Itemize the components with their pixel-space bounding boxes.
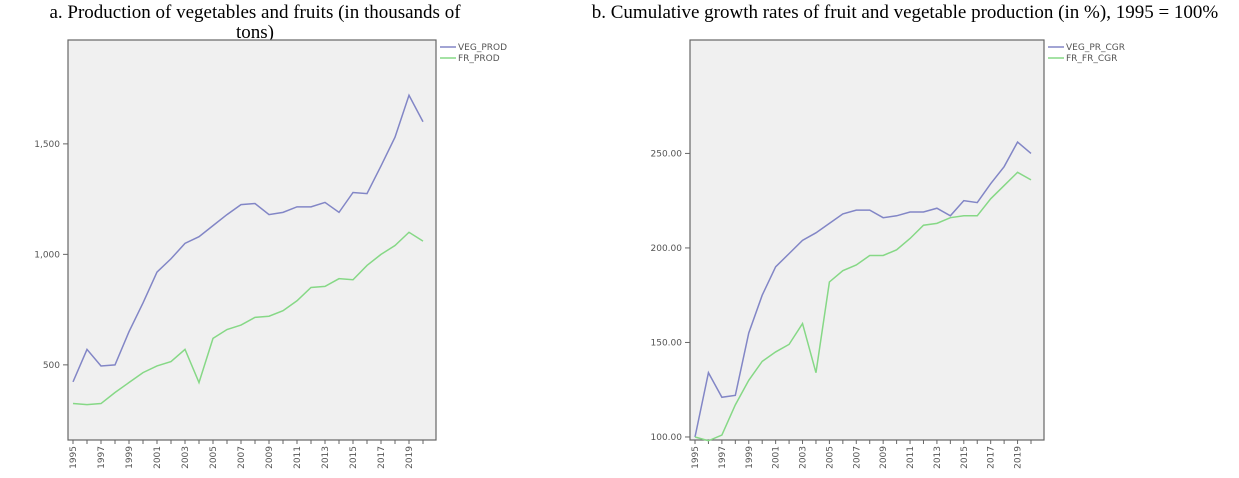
legend-label: VEG_PR_CGR xyxy=(1066,43,1125,53)
x-tick-label: 2009 xyxy=(879,446,889,469)
y-tick-label: 150.00 xyxy=(651,338,683,348)
x-tick-label: 2013 xyxy=(321,446,331,469)
legend-label: FR_PROD xyxy=(458,54,500,64)
x-tick-label: 1997 xyxy=(97,446,107,469)
x-tick-label: 2005 xyxy=(825,446,835,469)
x-tick-label: 2003 xyxy=(181,446,191,469)
chart-title: a. Production of vegetables and fruits (… xyxy=(49,2,461,43)
x-tick-label: 2007 xyxy=(237,446,247,469)
chart-title: b. Cumulative growth rates of fruit and … xyxy=(592,2,1219,23)
x-tick-label: 1999 xyxy=(125,446,135,469)
x-tick-label: 2011 xyxy=(293,446,303,469)
x-tick-label: 2007 xyxy=(852,446,862,469)
x-tick-label: 2017 xyxy=(987,446,997,469)
series-line xyxy=(72,231,424,406)
x-tick-label: 2001 xyxy=(772,446,782,469)
x-tick-label: 1997 xyxy=(718,446,728,469)
series-line xyxy=(694,171,1032,442)
y-tick-label: 250.00 xyxy=(651,149,683,159)
x-tick-label: 2015 xyxy=(349,446,359,469)
y-tick-label: 1,500 xyxy=(34,140,60,150)
x-tick-label: 2019 xyxy=(405,446,415,469)
y-tick-label: 100.00 xyxy=(651,433,683,443)
x-tick-label: 2013 xyxy=(933,446,943,469)
x-tick-label: 2017 xyxy=(377,446,387,469)
y-tick-label: 500 xyxy=(43,361,60,371)
plot-area xyxy=(689,39,1045,441)
x-tick-label: 2003 xyxy=(799,446,809,469)
legend-label: FR_FR_CGR xyxy=(1066,54,1117,64)
y-tick-label: 1,000 xyxy=(34,250,60,260)
x-tick-label: 2001 xyxy=(153,446,163,469)
x-tick-label: 1995 xyxy=(691,446,701,469)
series-line xyxy=(694,140,1032,438)
x-tick-label: 1995 xyxy=(69,446,79,469)
x-tick-label: 2005 xyxy=(209,446,219,469)
x-tick-label: 2019 xyxy=(1014,446,1024,469)
x-tick-label: 2015 xyxy=(960,446,970,469)
series-line xyxy=(72,93,424,383)
plot-area xyxy=(67,39,437,441)
x-tick-label: 2009 xyxy=(265,446,275,469)
x-tick-label: 1999 xyxy=(745,446,755,469)
x-tick-label: 2011 xyxy=(906,446,916,469)
legend-label: VEG_PROD xyxy=(458,43,507,53)
y-tick-label: 200.00 xyxy=(651,244,683,254)
